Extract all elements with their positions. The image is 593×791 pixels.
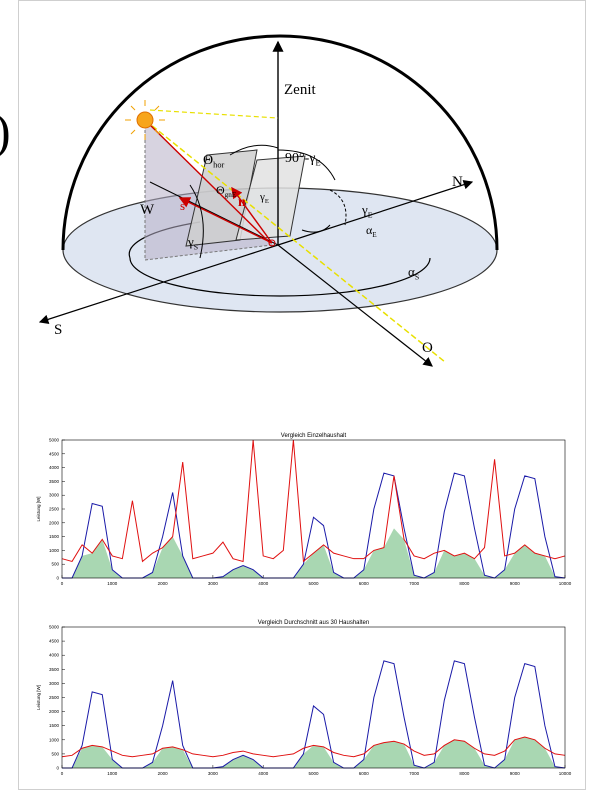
x-tick-label: 9000 [510, 581, 521, 586]
x-tick-label: 1000 [107, 581, 118, 586]
line-chart: Vergleich Durchschnitt aus 30 Haushalten… [36, 620, 572, 776]
label-symbol: O [422, 340, 433, 356]
label-symbol: 90°-γ [285, 151, 315, 166]
chart-title: Vergleich Durchschnitt aus 30 Haushalten [258, 620, 369, 626]
y-tick-label: 3000 [49, 493, 60, 498]
x-tick-label: 8000 [459, 581, 470, 586]
y-axis-label: Leistung [W] [36, 496, 41, 521]
diagram-label: 90°-γE [285, 151, 321, 168]
x-tick-label: 10000 [559, 771, 572, 776]
y-tick-label: 3500 [49, 479, 60, 484]
x-tick-label: 2000 [158, 771, 169, 776]
label-subscript: S [415, 272, 419, 281]
y-tick-label: 4500 [49, 639, 60, 644]
y-tick-label: 4500 [49, 451, 60, 456]
diagram-label: n [238, 195, 246, 210]
y-tick-label: 1500 [49, 723, 60, 728]
diagram-label: ) [0, 103, 11, 159]
y-tick-label: 5000 [49, 438, 60, 443]
x-tick-label: 6000 [359, 771, 370, 776]
x-tick-label: 8000 [459, 771, 470, 776]
label-symbol: Θ [216, 183, 225, 197]
label-symbol: n [238, 195, 246, 210]
y-axis-label: Leistung [W] [36, 685, 41, 710]
y-tick-label: 4000 [49, 465, 60, 470]
y-tick-label: 2500 [49, 507, 60, 512]
x-tick-label: 5000 [308, 581, 319, 586]
x-tick-label: 7000 [409, 771, 420, 776]
label-subscript: hor [213, 161, 224, 170]
y-tick-label: 2000 [49, 709, 60, 714]
label-symbol: W [140, 202, 155, 218]
diagram-label: N [452, 174, 463, 190]
y-tick-label: 3000 [49, 681, 60, 686]
x-tick-label: 10000 [559, 581, 572, 586]
y-tick-label: 1000 [49, 548, 60, 553]
y-tick-label: 1000 [49, 737, 60, 742]
y-tick-label: 1500 [49, 534, 60, 539]
label-subscript: E [265, 198, 269, 205]
x-tick-label: 3000 [208, 581, 219, 586]
diagram-label: s [180, 198, 185, 213]
x-tick-label: 2000 [158, 581, 169, 586]
y-tick-label: 500 [51, 562, 59, 567]
chart-title: Vergleich Einzelhaushalt [281, 433, 347, 439]
label-symbol: S [54, 322, 62, 338]
diagram-label: W [140, 202, 155, 218]
label-symbol: Θ [203, 153, 213, 168]
y-tick-label: 4000 [49, 653, 60, 658]
label-symbol: ) [0, 103, 11, 159]
x-tick-label: 3000 [208, 771, 219, 776]
y-tick-label: 5000 [49, 625, 60, 630]
label-subscript: S [194, 242, 198, 251]
y-tick-label: 2500 [49, 695, 60, 700]
sun [137, 112, 153, 128]
x-tick-label: 5000 [308, 771, 319, 776]
page: ZenitNSOWsnΘhor90°-γEΘgnEγEγEγSαEαS) Ver… [0, 0, 593, 791]
x-tick-label: 4000 [258, 771, 269, 776]
label-subscript: gnE [225, 191, 237, 199]
x-tick-label: 7000 [409, 581, 420, 586]
label-subscript: E [368, 210, 373, 219]
x-tick-label: 1000 [107, 771, 118, 776]
label-symbol: Zenit [284, 82, 316, 98]
y-tick-label: 3500 [49, 667, 60, 672]
label-subscript: E [372, 231, 377, 239]
diagram-label: Zenit [284, 82, 316, 98]
y-tick-label: 2000 [49, 520, 60, 525]
diagram-label: S [54, 322, 62, 338]
x-tick-label: 9000 [510, 771, 521, 776]
diagram-label: O [422, 340, 433, 356]
label-symbol: N [452, 174, 463, 190]
label-subscript: E [315, 159, 320, 168]
label-symbol: s [180, 198, 185, 213]
x-tick-label: 4000 [258, 581, 269, 586]
x-tick-label: 6000 [359, 581, 370, 586]
y-tick-label: 500 [51, 751, 59, 756]
